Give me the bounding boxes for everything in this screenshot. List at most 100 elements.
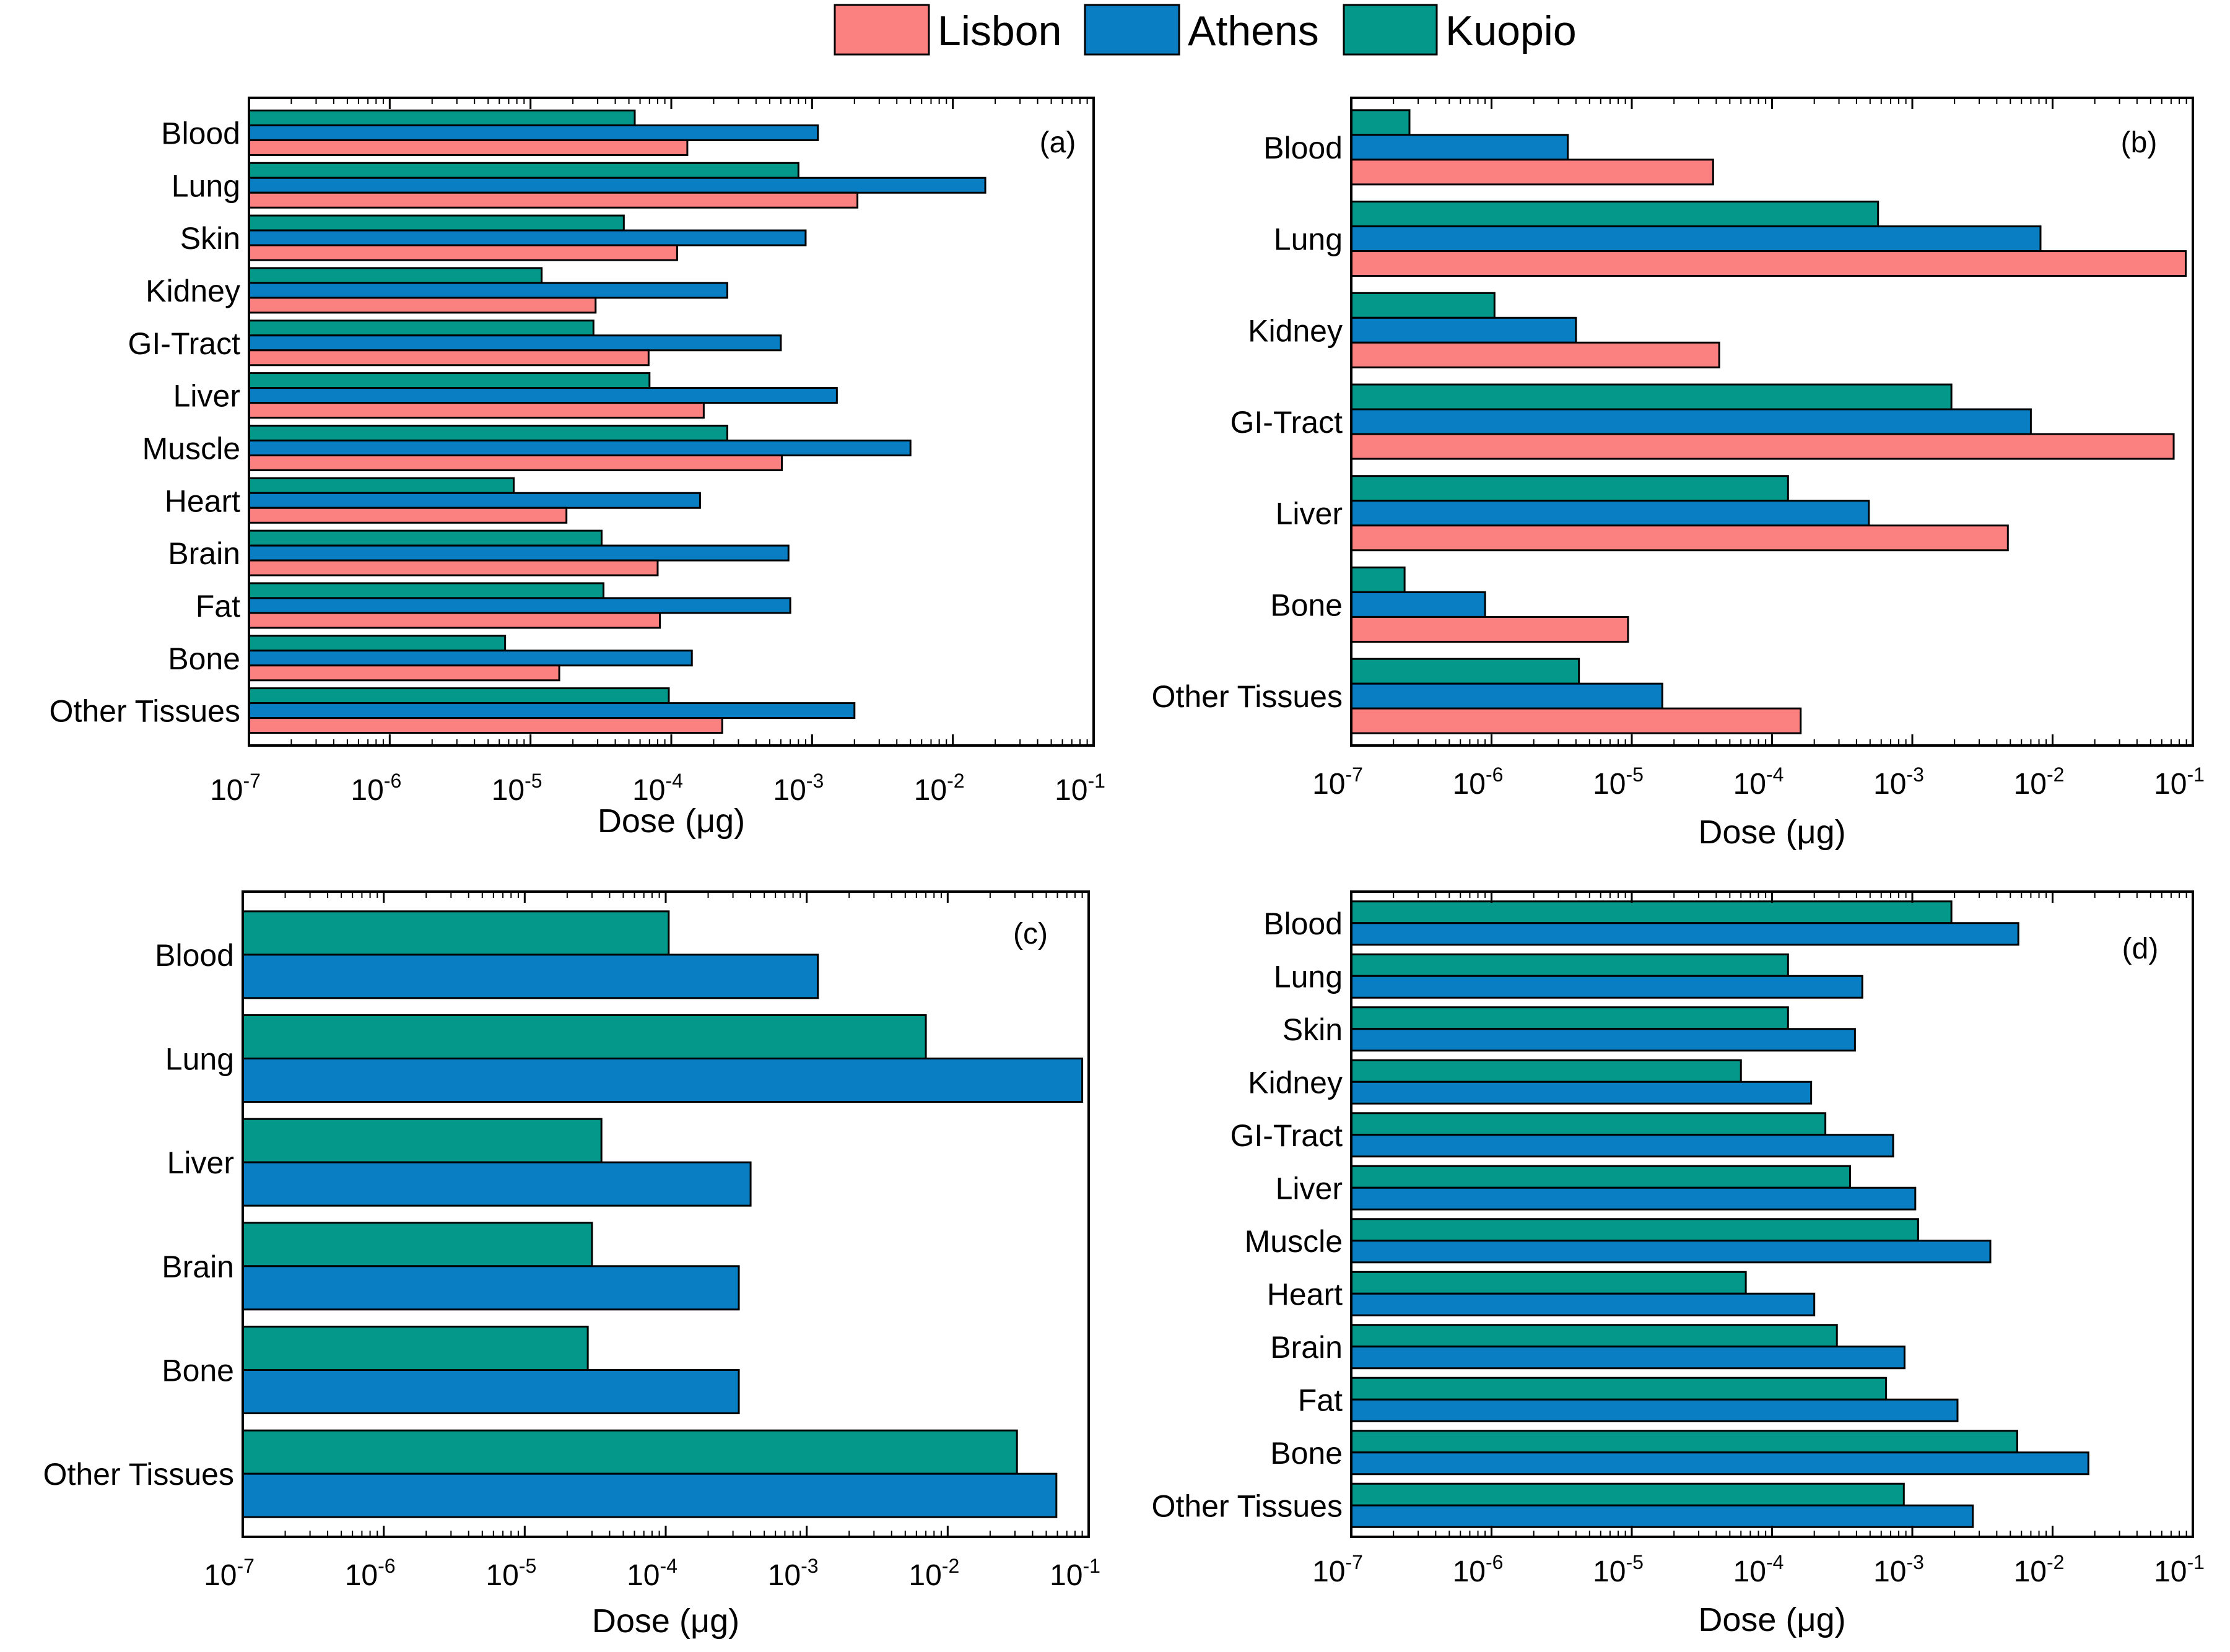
x-tick-label: 10-3 — [773, 770, 824, 807]
bar-a-heart-kuopio — [248, 477, 515, 494]
bar-a-gi-tract-lisbon — [248, 349, 650, 367]
bar-c-blood-kuopio — [242, 910, 670, 956]
bar-a-bone-kuopio — [248, 635, 507, 652]
bar-a-blood-athens — [248, 124, 819, 141]
bar-c-bone-kuopio — [242, 1326, 589, 1371]
x-tick-label: 10-5 — [1593, 1551, 1644, 1588]
bar-a-muscle-kuopio — [248, 424, 728, 441]
bar-a-fat-kuopio — [248, 582, 605, 599]
category-label-liver: Liver — [1276, 1171, 1343, 1206]
category-label-bone: Bone — [162, 1354, 234, 1388]
bar-d-other-tissues-athens — [1350, 1504, 1974, 1528]
bar-d-skin-kuopio — [1350, 1006, 1789, 1030]
bar-d-fat-kuopio — [1350, 1376, 1888, 1401]
category-label-liver: Liver — [1276, 497, 1343, 531]
category-label-gi-tract: GI-Tract — [128, 326, 241, 361]
bar-a-bone-lisbon — [248, 664, 560, 682]
bar-a-brain-kuopio — [248, 529, 603, 547]
bar-b-kidney-athens — [1350, 316, 1577, 344]
bar-a-lung-athens — [248, 176, 987, 194]
x-axis-label: Dose (μg) — [1698, 814, 1845, 851]
category-label-lung: Lung — [1274, 959, 1343, 994]
bar-d-gi-tract-athens — [1350, 1134, 1894, 1158]
category-label-liver: Liver — [167, 1146, 234, 1180]
category-label-brain: Brain — [168, 536, 240, 571]
panel-c: Blood Lung Liver Brain Bone Other Tissues 10-7… — [43, 890, 1100, 1640]
legend-label-athens: Athens — [1188, 7, 1319, 54]
bar-d-other-tissues-kuopio — [1350, 1482, 1905, 1506]
bar-a-heart-lisbon — [248, 506, 568, 524]
bar-b-bone-athens — [1350, 591, 1486, 618]
bar-a-other-tissues-kuopio — [248, 687, 670, 705]
category-label-heart: Heart — [165, 484, 240, 518]
bar-a-blood-kuopio — [248, 109, 636, 126]
category-label-other-tissues: Other Tissues — [1152, 1489, 1343, 1523]
x-tick-label: 10-3 — [768, 1555, 819, 1592]
bar-d-heart-kuopio — [1350, 1271, 1747, 1295]
x-tick-label: 10-5 — [1593, 763, 1644, 801]
bar-c-other-tissues-athens — [242, 1472, 1058, 1518]
panel-d: Blood Lung Skin Kidney GI-Tract Liver Muscle He… — [1152, 890, 2205, 1638]
x-tick-label: 10-2 — [908, 1555, 959, 1592]
x-tick-label: 10-4 — [627, 1555, 677, 1592]
bar-d-bone-athens — [1350, 1451, 2089, 1476]
bar-d-lung-kuopio — [1350, 953, 1789, 977]
category-label-blood: Blood — [155, 938, 234, 973]
bar-a-skin-athens — [248, 229, 807, 246]
bar-a-other-tissues-athens — [248, 702, 856, 719]
panel-label: (b) — [2121, 126, 2158, 159]
bar-c-brain-kuopio — [242, 1222, 593, 1267]
bar-a-fat-athens — [248, 597, 791, 614]
bar-d-blood-athens — [1350, 922, 2019, 946]
bar-a-muscle-athens — [248, 439, 912, 456]
category-label-skin: Skin — [180, 221, 240, 256]
bar-a-liver-athens — [248, 387, 838, 404]
x-tick-label: 10-4 — [632, 770, 683, 807]
bar-b-liver-kuopio — [1350, 475, 1789, 502]
bar-a-skin-kuopio — [248, 214, 625, 232]
bar-d-gi-tract-kuopio — [1350, 1112, 1827, 1136]
panel-b: Blood Lung Kidney GI-Tract Liver Bone Other Ti… — [1152, 97, 2205, 851]
bar-a-kidney-kuopio — [248, 267, 543, 284]
bar-c-bone-athens — [242, 1369, 740, 1414]
bar-a-other-tissues-lisbon — [248, 717, 723, 734]
x-tick-label: 10-1 — [2154, 1551, 2205, 1588]
category-label-kidney: Kidney — [146, 274, 240, 308]
bar-b-blood-athens — [1350, 134, 1569, 161]
bar-c-liver-athens — [242, 1161, 752, 1207]
category-label-lung: Lung — [1274, 222, 1343, 257]
bar-c-other-tissues-kuopio — [242, 1429, 1018, 1475]
bar-a-gi-tract-athens — [248, 334, 782, 352]
category-label-kidney: Kidney — [1248, 1065, 1343, 1100]
panel-a: Blood Lung Skin Kidney GI-Tract Liver Muscle He… — [50, 97, 1105, 840]
category-label-muscle: Muscle — [142, 431, 240, 466]
bar-d-bone-kuopio — [1350, 1430, 2018, 1454]
category-label-lung: Lung — [172, 168, 240, 203]
legend-label-lisbon: Lisbon — [938, 7, 1061, 54]
bar-a-blood-lisbon — [248, 139, 689, 156]
category-label-skin: Skin — [1283, 1012, 1343, 1047]
bar-a-kidney-lisbon — [248, 297, 597, 314]
category-label-other-tissues: Other Tissues — [50, 694, 240, 729]
bar-a-lung-kuopio — [248, 162, 799, 179]
bar-b-other-tissues-athens — [1350, 682, 1663, 710]
bar-b-other-tissues-lisbon — [1350, 707, 1802, 734]
x-tick-label: 10-6 — [1453, 1551, 1504, 1588]
category-label-lung: Lung — [165, 1042, 234, 1077]
bar-d-kidney-kuopio — [1350, 1059, 1742, 1083]
legend-swatch-kuopio — [1343, 4, 1438, 56]
x-tick-label: 10-2 — [914, 770, 965, 807]
bar-b-lung-lisbon — [1350, 250, 2187, 277]
legend-label-kuopio: Kuopio — [1445, 7, 1577, 54]
bar-c-liver-kuopio — [242, 1118, 603, 1163]
x-tick-label: 10-6 — [351, 770, 401, 807]
bar-a-fat-lisbon — [248, 612, 661, 629]
bar-d-fat-athens — [1350, 1398, 1959, 1422]
category-label-fat: Fat — [1298, 1383, 1343, 1417]
bar-b-gi-tract-kuopio — [1350, 383, 1953, 411]
bar-b-lung-athens — [1350, 225, 2042, 253]
category-label-blood: Blood — [1263, 906, 1343, 941]
legend: Lisbon Athens Kuopio — [834, 4, 1577, 56]
bar-d-liver-kuopio — [1350, 1165, 1852, 1189]
